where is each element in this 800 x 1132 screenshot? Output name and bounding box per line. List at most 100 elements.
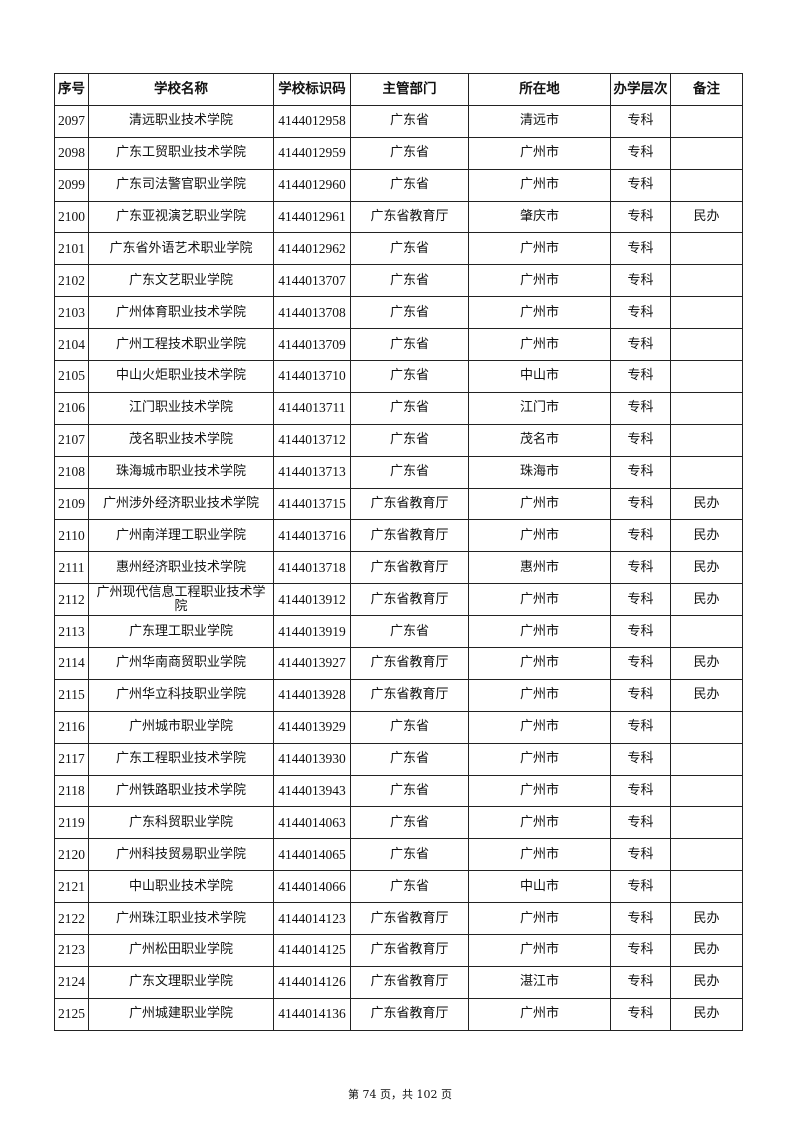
cell-remarks: 民办	[670, 934, 743, 967]
cell-school-name: 广东省外语艺术职业学院	[88, 232, 274, 266]
cell-location: 清远市	[468, 104, 611, 138]
table-header-row: 序号 学校名称 学校标识码 主管部门 所在地 办学层次 备注	[54, 73, 743, 106]
cell-level: 专科	[610, 264, 671, 298]
cell-school-name: 广州城市职业学院	[88, 710, 274, 744]
cell-school-name: 广东理工职业学院	[88, 615, 274, 649]
cell-school-code: 4144013707	[273, 264, 351, 298]
cell-remarks	[670, 615, 743, 649]
table-row: 2120 广州科技贸易职业学院 4144014065 广东省 广州市 专科	[54, 838, 743, 872]
cell-index: 2111	[54, 551, 89, 585]
cell-school-name: 江门职业技术学院	[88, 391, 274, 425]
table-row: 2112 广州现代信息工程职业技术学院 4144013912 广东省教育厅 广州市 专科民…	[54, 583, 743, 617]
cell-location: 广州市	[468, 232, 611, 266]
cell-location: 江门市	[468, 391, 611, 425]
cell-school-code: 4144013718	[273, 551, 351, 585]
cell-level: 专科	[610, 934, 671, 967]
header-remarks: 备注	[670, 73, 743, 106]
cell-level: 专科	[610, 104, 671, 138]
cell-remarks	[670, 328, 743, 362]
header-location: 所在地	[468, 73, 611, 106]
cell-school-code: 4144013710	[273, 360, 351, 393]
cell-remarks	[670, 264, 743, 298]
school-table: 序号 学校名称 学校标识码 主管部门 所在地 办学层次 备注 2097 清远职业技…	[54, 73, 743, 1031]
cell-department: 广东省	[350, 870, 469, 904]
header-department: 主管部门	[350, 73, 469, 106]
cell-index: 2124	[54, 965, 89, 999]
table-row: 2106 江门职业技术学院 4144013711 广东省 江门市 专科	[54, 391, 743, 425]
cell-department: 广东省	[350, 360, 469, 393]
cell-department: 广东省	[350, 296, 469, 330]
cell-school-code: 4144013712	[273, 423, 351, 457]
cell-remarks	[670, 360, 743, 393]
cell-location: 广州市	[468, 774, 611, 808]
cell-department: 广东省	[350, 838, 469, 872]
cell-school-name: 清远职业技术学院	[88, 104, 274, 138]
cell-index: 2119	[54, 806, 89, 840]
cell-location: 广州市	[468, 997, 611, 1031]
cell-department: 广东省教育厅	[350, 200, 469, 234]
cell-school-code: 4144014065	[273, 838, 351, 872]
cell-remarks: 民办	[670, 551, 743, 585]
table-row: 2121 中山职业技术学院 4144014066 广东省 中山市 专科	[54, 870, 743, 904]
cell-school-name: 广州体育职业技术学院	[88, 296, 274, 330]
cell-location: 广州市	[468, 264, 611, 298]
cell-index: 2107	[54, 423, 89, 457]
cell-school-name: 广州华南商贸职业学院	[88, 647, 274, 680]
cell-school-name: 广州南洋理工职业学院	[88, 519, 274, 553]
cell-school-code: 4144012961	[273, 200, 351, 234]
cell-remarks: 民办	[670, 902, 743, 936]
cell-remarks: 民办	[670, 519, 743, 553]
cell-index: 2114	[54, 647, 89, 680]
table-row: 2111 惠州经济职业技术学院 4144013718 广东省教育厅 惠州市 专科 民办	[54, 551, 743, 585]
cell-location: 广州市	[468, 519, 611, 553]
cell-index: 2116	[54, 710, 89, 744]
cell-level: 专科	[610, 455, 671, 489]
cell-school-code: 4144014066	[273, 870, 351, 904]
cell-department: 广东省	[350, 136, 469, 170]
cell-level: 专科	[610, 647, 671, 680]
cell-school-name: 广州科技贸易职业学院	[88, 838, 274, 872]
cell-level: 专科	[610, 519, 671, 553]
cell-department: 广东省教育厅	[350, 551, 469, 585]
cell-level: 专科	[610, 678, 671, 712]
table-row: 2105 中山火炬职业技术学院 4144013710 广东省 中山市 专科	[54, 360, 743, 393]
cell-level: 专科	[610, 551, 671, 585]
table-row: 2104 广州工程技术职业学院 4144013709 广东省 广州市 专科	[54, 328, 743, 362]
table-row: 2117 广东工程职业技术学院 4144013930 广东省 广州市 专科	[54, 742, 743, 776]
cell-department: 广东省	[350, 391, 469, 425]
cell-school-code: 4144013930	[273, 742, 351, 776]
cell-department: 广东省教育厅	[350, 583, 469, 617]
cell-school-name: 广州铁路职业技术学院	[88, 774, 274, 808]
cell-index: 2118	[54, 774, 89, 808]
cell-index: 2102	[54, 264, 89, 298]
cell-index: 2105	[54, 360, 89, 393]
cell-level: 专科	[610, 838, 671, 872]
cell-school-name: 广州珠江职业技术学院	[88, 902, 274, 936]
cell-school-code: 4144014063	[273, 806, 351, 840]
cell-index: 2100	[54, 200, 89, 234]
cell-index: 2115	[54, 678, 89, 712]
cell-location: 惠州市	[468, 551, 611, 585]
cell-level: 专科	[610, 997, 671, 1031]
cell-remarks	[670, 806, 743, 840]
table-row: 2123 广州松田职业学院 4144014125 广东省教育厅 广州市 专科 民办	[54, 934, 743, 967]
cell-school-name: 广州现代信息工程职业技术学院	[88, 583, 274, 617]
cell-index: 2113	[54, 615, 89, 649]
cell-department: 广东省	[350, 328, 469, 362]
cell-department: 广东省教育厅	[350, 997, 469, 1031]
cell-index: 2099	[54, 168, 89, 202]
cell-index: 2121	[54, 870, 89, 904]
cell-school-code: 4144014125	[273, 934, 351, 967]
cell-location: 湛江市	[468, 965, 611, 999]
cell-index: 2120	[54, 838, 89, 872]
cell-location: 广州市	[468, 742, 611, 776]
cell-department: 广东省教育厅	[350, 934, 469, 967]
cell-level: 专科	[610, 774, 671, 808]
cell-school-code: 4144013715	[273, 487, 351, 521]
cell-remarks	[670, 774, 743, 808]
cell-location: 珠海市	[468, 455, 611, 489]
cell-school-code: 4144013708	[273, 296, 351, 330]
cell-level: 专科	[610, 902, 671, 936]
cell-department: 广东省	[350, 742, 469, 776]
cell-department: 广东省教育厅	[350, 902, 469, 936]
